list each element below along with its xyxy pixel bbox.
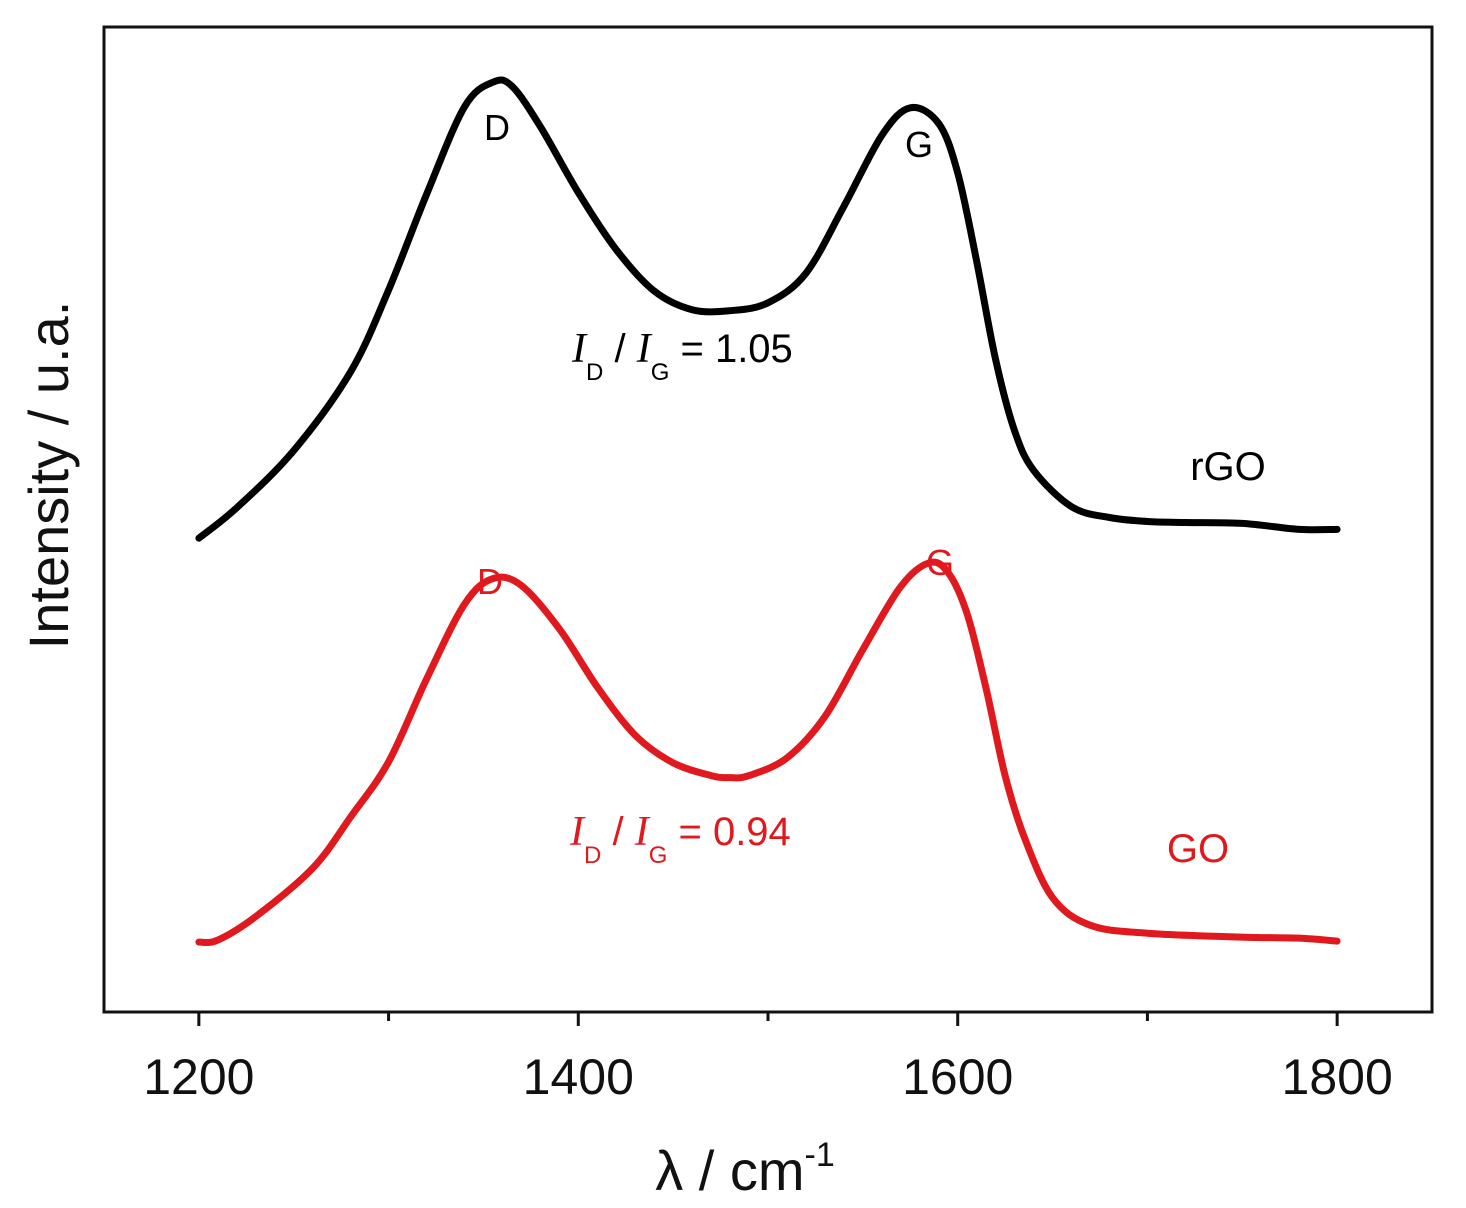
x-axis-ticks <box>197 1012 1339 1026</box>
x-tick-label: 1600 <box>902 1049 1013 1105</box>
rgo-d-peak-label: D <box>484 107 510 148</box>
x-axis-title-main: λ / cm <box>655 1139 804 1202</box>
rgo-intensity-ratio: ID / IG = 1.05 <box>571 326 793 386</box>
x-tick-label: 1200 <box>143 1049 254 1105</box>
x-axis-title-superscript: -1 <box>805 1136 835 1174</box>
go-ratio-value: = 0.94 <box>667 810 790 854</box>
rgo-ratio-i-d: I <box>571 326 588 372</box>
go-intensity-ratio: ID / IG = 0.94 <box>569 809 791 869</box>
plot-frame <box>102 25 1434 1014</box>
rgo-ratio-sub-d: D <box>586 359 603 386</box>
go-g-peak-label: G <box>926 542 954 583</box>
go-ratio-i-g: I <box>634 809 651 855</box>
go-ratio-i-d: I <box>569 809 586 855</box>
go-spectrum-line <box>195 558 1341 947</box>
series-lines <box>195 76 1341 947</box>
go-ratio-sub-d: D <box>584 842 601 869</box>
rgo-spectrum-line <box>195 76 1341 542</box>
x-axis-tick-labels: 1200 1400 1600 1800 <box>143 1049 1393 1105</box>
rgo-ratio-i-g: I <box>636 326 653 372</box>
x-tick-label: 1800 <box>1282 1049 1393 1105</box>
go-ratio-sub-g: G <box>649 842 668 869</box>
go-series-label: GO <box>1167 827 1229 871</box>
rgo-ratio-sep: / <box>603 327 636 371</box>
y-axis-title: Intensity / u.a. <box>17 301 80 650</box>
rgo-ratio-sub-g: G <box>651 359 670 386</box>
x-axis-title: λ / cm-1 <box>655 1136 835 1202</box>
rgo-g-peak-label: G <box>905 124 933 165</box>
go-ratio-sep: / <box>601 810 634 854</box>
x-tick-label: 1400 <box>523 1049 634 1105</box>
go-d-peak-label: D <box>477 561 503 602</box>
rgo-series-label: rGO <box>1190 445 1266 489</box>
rgo-ratio-value: = 1.05 <box>669 327 792 371</box>
